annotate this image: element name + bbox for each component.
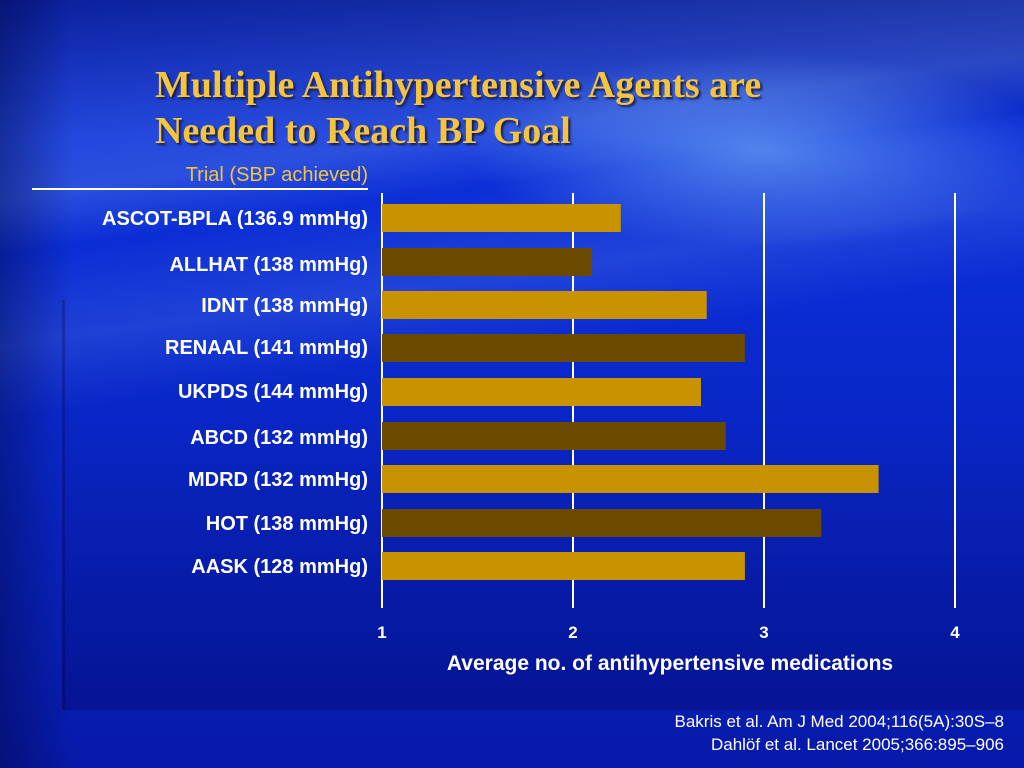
bar (382, 291, 707, 319)
bar (382, 334, 745, 362)
category-label: ASCOT-BPLA (136.9 mmHg) (102, 208, 368, 230)
category-label: IDNT (138 mmHg) (201, 295, 368, 317)
x-tick-label: 4 (950, 623, 960, 642)
x-tick-label: 3 (759, 623, 768, 642)
bar (382, 552, 745, 580)
category-label: ALLHAT (138 mmHg) (169, 254, 368, 276)
category-header: Trial (SBP achieved) (32, 164, 368, 190)
bar (382, 465, 879, 493)
reference-2: Dahlöf et al. Lancet 2005;366:895–906 (710, 735, 1004, 754)
bar (382, 422, 726, 450)
bar (382, 204, 621, 232)
category-label: UKPDS (144 mmHg) (177, 381, 368, 403)
bar (382, 509, 822, 537)
reference-1: Bakris et al. Am J Med 2004;116(5A):30S–… (674, 712, 1004, 731)
title-line-1: Multiple Antihypertensive Agents are (155, 64, 762, 106)
category-label: MDRD (132 mmHg) (187, 469, 368, 491)
references: Bakris et al. Am J Med 2004;116(5A):30S–… (675, 710, 1004, 756)
chart-backdrop (62, 300, 1024, 710)
bar (382, 248, 593, 276)
category-label: ABCD (132 mmHg) (190, 427, 368, 449)
category-label: AASK (128 mmHg) (191, 556, 368, 578)
category-label: RENAAL (141 mmHg) (165, 337, 368, 359)
category-label: HOT (138 mmHg) (205, 513, 368, 535)
x-axis-label: Average no. of antihypertensive medicati… (446, 652, 894, 675)
slide-title: Multiple Antihypertensive Agents are Nee… (155, 62, 935, 154)
x-tick-label: 1 (377, 623, 386, 642)
x-tick-label: 2 (568, 623, 577, 642)
bar (382, 378, 701, 406)
title-line-2: Needed to Reach BP Goal (155, 110, 571, 152)
